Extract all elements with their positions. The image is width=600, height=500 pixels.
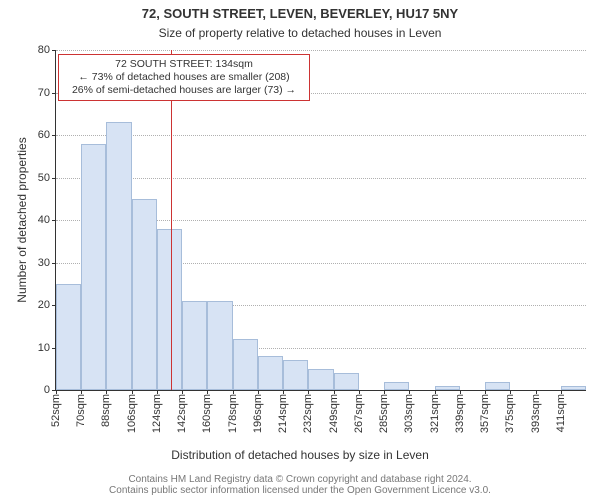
x-tick-label: 339sqm (454, 390, 466, 433)
x-tick-label: 411sqm (555, 390, 567, 432)
y-tick-label: 10 (38, 342, 56, 354)
x-tick-label: 321sqm (429, 390, 441, 433)
y-tick-label: 70 (38, 87, 56, 99)
annotation-line: ← 73% of detached houses are smaller (20… (65, 71, 303, 84)
x-tick-label: 52sqm (50, 390, 62, 427)
x-tick-label: 375sqm (504, 390, 516, 433)
reference-annotation-box: 72 SOUTH STREET: 134sqm← 73% of detached… (58, 54, 310, 101)
chart-title-sub: Size of property relative to detached ho… (0, 26, 600, 40)
y-axis-label: Number of detached properties (15, 50, 29, 390)
histogram-bar (157, 229, 182, 391)
histogram-bar (334, 373, 359, 390)
histogram-bar (81, 144, 106, 391)
x-tick-label: 178sqm (227, 390, 239, 433)
y-tick-label: 50 (38, 172, 56, 184)
x-axis-label: Distribution of detached houses by size … (0, 448, 600, 462)
x-tick-label: 232sqm (302, 390, 314, 433)
histogram-bar (207, 301, 232, 390)
histogram-bar (435, 386, 460, 390)
x-tick-label: 70sqm (75, 390, 87, 427)
histogram-bar (258, 356, 283, 390)
annotation-line: 26% of semi-detached houses are larger (… (65, 84, 303, 97)
histogram-bar (233, 339, 258, 390)
x-tick-label: 249sqm (328, 390, 340, 433)
x-tick-label: 303sqm (403, 390, 415, 433)
x-tick-label: 285sqm (378, 390, 390, 433)
histogram-bar (308, 369, 333, 390)
histogram-bar (132, 199, 157, 390)
y-tick-label: 30 (38, 257, 56, 269)
x-tick-label: 267sqm (353, 390, 365, 433)
histogram-bar (561, 386, 586, 390)
x-tick-label: 106sqm (126, 390, 138, 433)
chart-title-main: 72, SOUTH STREET, LEVEN, BEVERLEY, HU17 … (0, 6, 600, 21)
footer-line: Contains public sector information licen… (0, 485, 600, 496)
y-tick-label: 20 (38, 299, 56, 311)
x-tick-label: 88sqm (100, 390, 112, 427)
histogram-bar (56, 284, 81, 390)
y-tick-label: 80 (38, 44, 56, 56)
annotation-line: 72 SOUTH STREET: 134sqm (65, 58, 303, 71)
x-tick-label: 142sqm (176, 390, 188, 433)
x-tick-label: 160sqm (201, 390, 213, 433)
x-tick-label: 214sqm (277, 390, 289, 433)
x-tick-label: 124sqm (151, 390, 163, 433)
histogram-bar (485, 382, 510, 391)
footer-line: Contains HM Land Registry data © Crown c… (0, 474, 600, 485)
gridline (56, 50, 586, 51)
histogram-bar (283, 360, 308, 390)
y-tick-label: 60 (38, 129, 56, 141)
histogram-bar (106, 122, 131, 390)
footer-attribution: Contains HM Land Registry data © Crown c… (0, 474, 600, 496)
histogram-bar (182, 301, 207, 390)
histogram-bar (384, 382, 409, 391)
x-tick-label: 196sqm (252, 390, 264, 433)
x-tick-label: 357sqm (479, 390, 491, 433)
gridline (56, 178, 586, 179)
gridline (56, 135, 586, 136)
x-tick-label: 393sqm (530, 390, 542, 433)
y-tick-label: 40 (38, 214, 56, 226)
